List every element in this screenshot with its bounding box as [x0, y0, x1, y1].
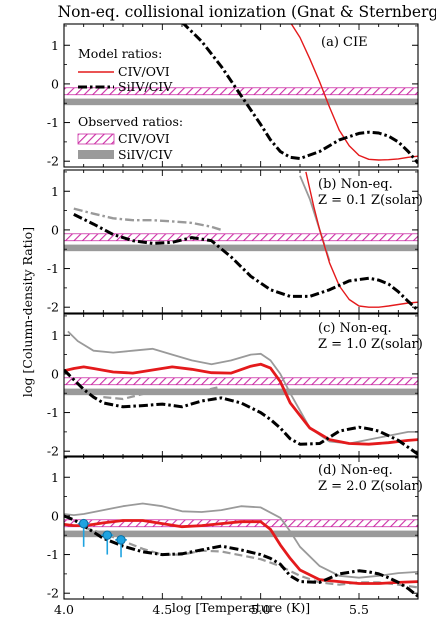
panel-label: (c) Non-eq. — [318, 321, 392, 336]
series-line-civ-ovi — [305, 171, 418, 308]
panel-label: (b) Non-eq. — [318, 177, 393, 192]
panel-label: (a) CIE — [321, 35, 368, 50]
series-line-gray-solid — [67, 330, 418, 445]
band-siiv-civ — [64, 388, 418, 396]
panel-1: -2 -1 0 1 (a) CIE — [47, 23, 419, 169]
y-tick-label: 0 — [51, 366, 59, 381]
panels-group: -2 -1 0 1 (a) CIE -2 -1 0 1 (b) Non-eq.Z = 0.1 Z(… — [47, 23, 423, 617]
obs-point-0 — [78, 518, 89, 529]
panel-2: -2 -1 0 1 (b) Non-eq.Z = 0.1 Z(solar) — [47, 169, 423, 315]
y-tick-label: 1 — [51, 184, 59, 199]
series-line-siiv-civ — [181, 24, 418, 165]
y-tick-label: -2 — [47, 154, 59, 169]
legend-hatch-swatch — [77, 133, 115, 145]
x-tick-label: 5.5 — [349, 602, 369, 617]
obs-point-2 — [116, 535, 126, 545]
y-tick-label: 0 — [51, 508, 59, 523]
series-group — [73, 171, 418, 312]
band-siiv-civ — [64, 244, 418, 252]
y-tick-label: 0 — [51, 76, 59, 91]
legend-observed-civ-ovi: CIV/OVI — [118, 131, 170, 146]
panel-4: -2 -1 0 1 (d) Non-eq.Z = 2.0 Z(solar) — [47, 455, 423, 601]
y-tick-label: 1 — [51, 328, 59, 343]
panel-3: -2 -1 0 1 (c) Non-eq.Z = 1.0 Z(solar) — [47, 313, 423, 459]
panel-sublabel: Z = 1.0 Z(solar) — [318, 337, 423, 352]
series-line-siiv-civ — [73, 213, 418, 312]
band-siiv-civ — [64, 530, 418, 538]
panel-sublabel: Z = 0.1 Z(solar) — [318, 193, 423, 208]
series-group — [181, 24, 418, 165]
y-tick-label: -2 — [47, 300, 59, 315]
series-line-civ-ovi — [64, 362, 418, 446]
legend: Model ratios: CIV/OVI SiIV/CIV Observed … — [77, 46, 183, 162]
y-tick-label: 1 — [51, 38, 59, 53]
y-tick-label: -2 — [47, 586, 59, 601]
x-tick-label: 4.5 — [152, 602, 172, 617]
series-line-civ-ovi — [290, 24, 418, 161]
series-line-siiv-civ — [64, 368, 418, 456]
series-group — [64, 330, 418, 456]
legend-observed-siiv-civ: SiIV/CIV — [118, 147, 173, 162]
y-axis-label: log [Column-density Ratio] — [20, 227, 35, 397]
y-tick-label: 1 — [51, 470, 59, 485]
y-tick-label: -2 — [47, 444, 59, 459]
x-axis-label: log [Temperature (K)] — [172, 600, 310, 615]
y-tick-label: -1 — [47, 261, 59, 276]
series-line-gray-solid — [64, 502, 418, 579]
y-tick-label: -1 — [47, 405, 59, 420]
legend-model-header: Model ratios: — [78, 46, 162, 61]
obs-point-1 — [102, 530, 112, 540]
legend-model-siiv-civ: SiIV/CIV — [118, 79, 173, 94]
legend-observed-header: Observed ratios: — [78, 114, 183, 129]
panel-sublabel: Z = 2.0 Z(solar) — [318, 479, 423, 494]
y-tick-label: -1 — [47, 547, 59, 562]
legend-gray-swatch — [78, 150, 114, 159]
series-group — [64, 502, 418, 598]
band-siiv-civ — [64, 98, 418, 106]
panel-label: (d) Non-eq. — [318, 463, 393, 478]
y-tick-label: 0 — [51, 222, 59, 237]
y-tick-label: -1 — [47, 115, 59, 130]
series-line-gray-dashed — [103, 386, 218, 401]
chart-title: Non-eq. collisional ionization (Gnat & S… — [58, 3, 436, 21]
band-civ-ovi — [63, 377, 419, 386]
x-tick-label: 5.0 — [251, 602, 271, 617]
legend-model-civ-ovi: CIV/OVI — [118, 64, 170, 79]
x-tick-label: 4.0 — [54, 602, 74, 617]
series-line-civ-ovi — [64, 519, 418, 585]
